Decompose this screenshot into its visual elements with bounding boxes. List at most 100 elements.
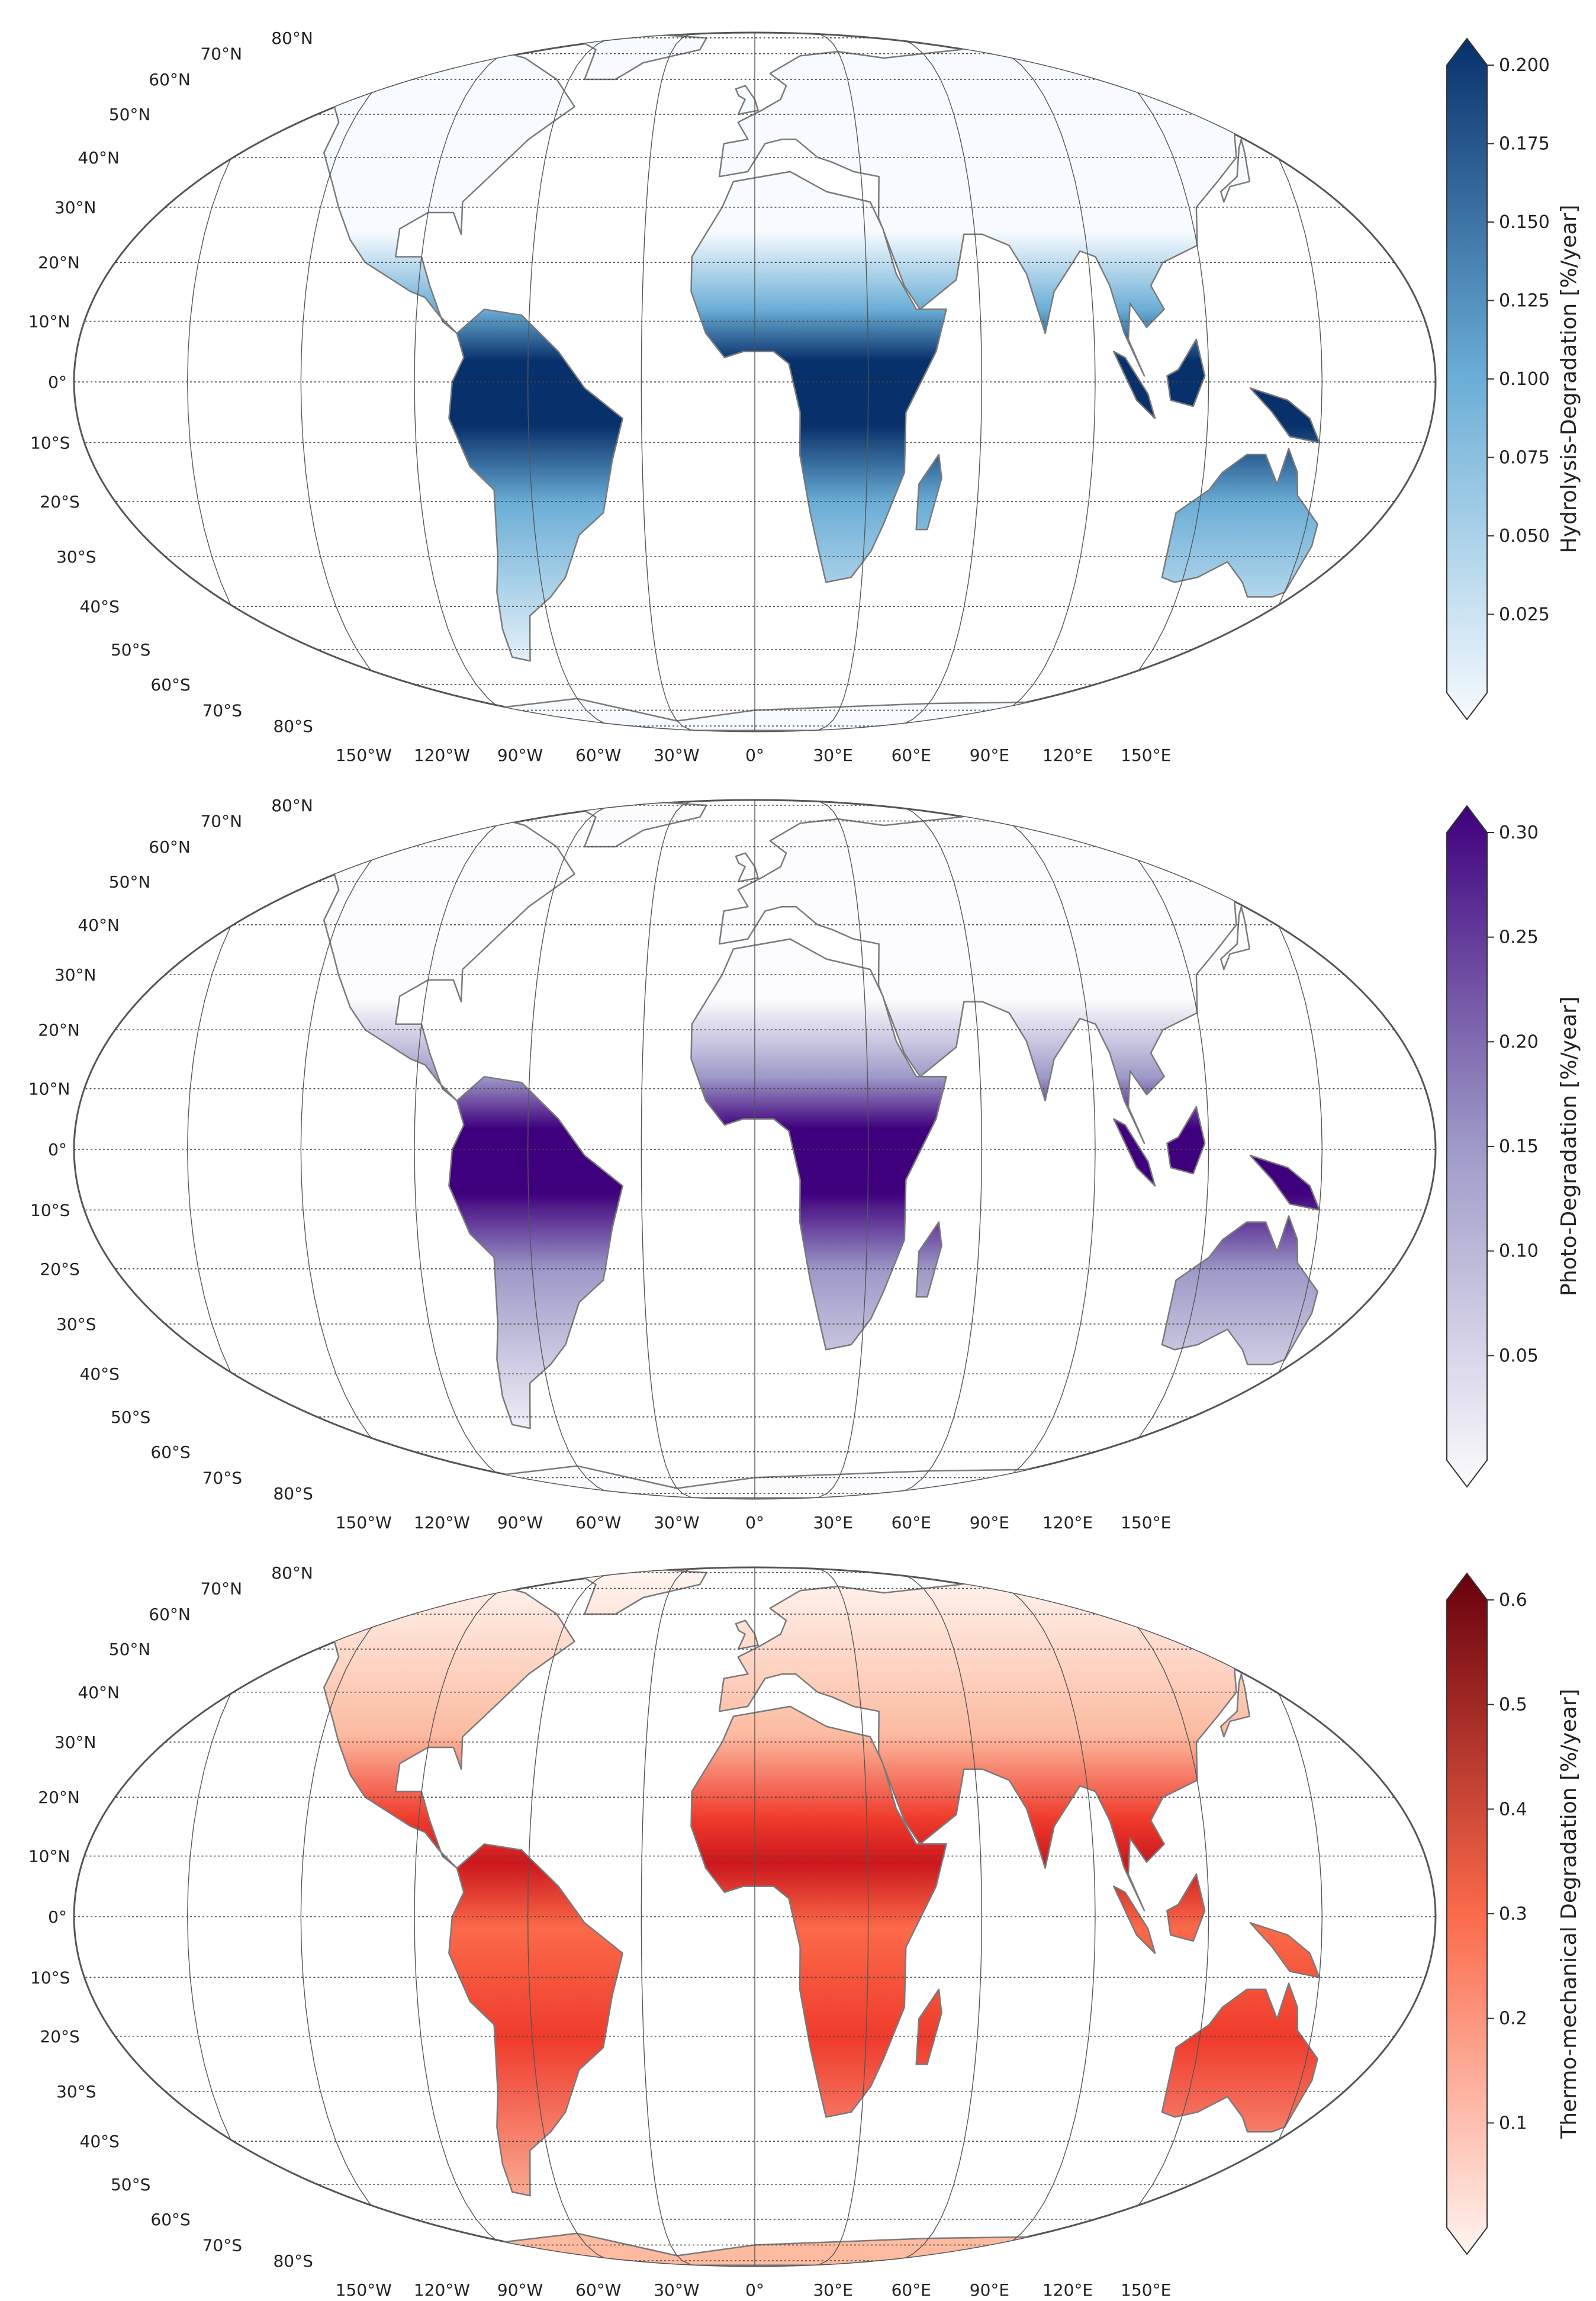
- longitude-label: 60°E: [892, 1513, 931, 1532]
- latitude-label: 60°N: [149, 837, 191, 857]
- colorbar-tick-label: 0.3: [1499, 1904, 1527, 1924]
- latitude-label: 30°N: [54, 198, 96, 217]
- landmass-northAmerica: [243, 816, 575, 1102]
- meridian-gridline: [527, 33, 669, 731]
- landmass-uk: [735, 1619, 759, 1650]
- latitude-label: 70°N: [200, 1579, 242, 1599]
- colorbar-tick-label: 0.4: [1499, 1799, 1527, 1820]
- latitude-label: 50°S: [111, 1407, 150, 1427]
- latitude-label: 10°S: [30, 1968, 70, 1987]
- meridian-gridline: [414, 800, 626, 1499]
- latitude-label: 10°N: [28, 312, 70, 332]
- longitude-label: 90°E: [970, 2280, 1009, 2300]
- latitude-label: 50°N: [109, 1640, 151, 1659]
- latitude-label: 20°S: [40, 1259, 79, 1279]
- landmass-sumatra: [1112, 351, 1156, 419]
- meridian-gridline: [527, 1567, 669, 2266]
- longitude-label: 120°W: [414, 2280, 470, 2300]
- latitude-label: 40°S: [80, 597, 120, 616]
- meridian-gridline: [841, 1567, 983, 2266]
- longitude-label: 150°E: [1121, 745, 1171, 765]
- latitude-label: 80°N: [271, 796, 313, 815]
- latitude-label: 30°S: [56, 1315, 96, 1334]
- landmass-japan: [1219, 1673, 1251, 1738]
- colorbar-tick-label: 0.25: [1499, 927, 1539, 948]
- meridian-gridline: [841, 33, 983, 731]
- latitude-label: 30°S: [56, 547, 96, 567]
- latitude-label: 20°S: [40, 492, 79, 512]
- colorbar-gradient: [1446, 1572, 1488, 2255]
- colorbar-label: Photo-Degradation [%/year]: [1557, 997, 1581, 1296]
- colorbar-label: Thermo-mechanical Degradation [%/year]: [1557, 1689, 1581, 2139]
- longitude-label: 30°E: [813, 745, 852, 765]
- meridian-gridline: [641, 800, 712, 1499]
- landmass-australia: [1161, 448, 1318, 598]
- longitude-label: 60°W: [575, 1513, 621, 1532]
- longitude-label: 150°E: [1121, 1513, 1171, 1532]
- map-content: [74, 33, 1436, 731]
- meridian-gridline: [797, 800, 869, 1499]
- meridian-gridline: [797, 33, 869, 731]
- landmass-madagascar: [915, 1221, 942, 1298]
- latitude-label: 50°N: [109, 105, 151, 124]
- colorbar-tick-label: 0.30: [1499, 822, 1539, 843]
- landmass-japan: [1219, 905, 1251, 970]
- latitude-label: 60°N: [149, 70, 191, 89]
- longitude-label: 0°: [745, 2280, 764, 2300]
- meridian-gridline: [641, 33, 712, 731]
- latitude-label: 80°S: [273, 2251, 313, 2271]
- meridian-gridline: [641, 1567, 712, 2266]
- landmass-newZealand: [1323, 2130, 1382, 2169]
- colorbar-photo: 0.30 0.25 0.20 0.15 0.10 0.05 Photo-Degradatio…: [1446, 805, 1581, 1488]
- latitude-label: 50°S: [111, 640, 150, 660]
- meridian-gridline: [841, 800, 983, 1499]
- landmass-uk: [735, 85, 759, 115]
- longitude-label: 90°E: [970, 1513, 1009, 1532]
- landmass-borneo: [1166, 338, 1206, 407]
- latitude-label: 70°N: [200, 812, 242, 831]
- latitude-label: 60°N: [149, 1605, 191, 1624]
- latitude-label: 20°N: [38, 253, 80, 272]
- latitude-label: 70°N: [200, 44, 242, 64]
- longitude-label: 60°W: [575, 2280, 621, 2300]
- longitude-label: 120°E: [1042, 1513, 1093, 1532]
- latitude-label: 80°N: [271, 1563, 313, 1583]
- colorbar-label: Hydrolysis-Degradation [%/year]: [1557, 205, 1581, 554]
- landmass-australia: [1161, 1215, 1318, 1365]
- longitude-label: 90°E: [970, 745, 1009, 765]
- colorbar-hydrolysis: 0.200 0.175 0.150 0.125 0.100 0.075 0.050 0.025…: [1446, 37, 1581, 721]
- longitude-label: 120°E: [1042, 2280, 1093, 2300]
- colorbar-tick-label: 0.075: [1499, 448, 1550, 468]
- latitude-label: 80°S: [273, 1484, 313, 1503]
- map-panel-photo: 80°N 70°N 60°N 50°N 40°N 30°N 20°N 10°N 0° 10°S 20…: [28, 796, 1581, 1532]
- latitude-label: 50°N: [109, 872, 151, 892]
- longitude-label: 120°W: [414, 1513, 470, 1532]
- longitude-label: 60°E: [892, 2280, 931, 2300]
- colorbar-tick-label: 0.10: [1499, 1241, 1539, 1262]
- latitude-label: 70°S: [202, 700, 242, 720]
- longitude-label: 0°: [745, 745, 764, 765]
- latitude-label: 60°S: [150, 1442, 190, 1462]
- colorbar-tick-label: 0.20: [1499, 1031, 1539, 1052]
- latitude-label: 10°N: [28, 1847, 70, 1866]
- longitude-label: 30°W: [654, 1513, 699, 1532]
- latitude-label: 0°: [48, 372, 67, 392]
- longitude-label: 150°E: [1121, 2280, 1171, 2300]
- longitude-label: 150°W: [336, 2280, 392, 2300]
- longitude-label: 0°: [745, 1513, 764, 1532]
- longitude-label: 120°E: [1042, 745, 1093, 765]
- longitude-label: 90°W: [497, 1513, 543, 1532]
- latitude-label: 20°S: [40, 2027, 79, 2046]
- latitude-label: 70°S: [202, 2235, 242, 2255]
- colorbar-gradient: [1446, 805, 1488, 1488]
- landmass-northAmerica: [243, 49, 575, 335]
- colorbar-tick-label: 0.1: [1499, 2113, 1527, 2133]
- latitude-label: 50°S: [111, 2175, 150, 2194]
- meridian-gridline: [414, 1567, 626, 2266]
- colorbar-tick-label: 0.5: [1499, 1695, 1527, 1715]
- latitude-label: 20°N: [38, 1788, 80, 1807]
- meridian-gridline: [884, 33, 1096, 731]
- colorbar-tick-label: 0.175: [1499, 134, 1550, 155]
- longitude-label: 150°W: [336, 745, 392, 765]
